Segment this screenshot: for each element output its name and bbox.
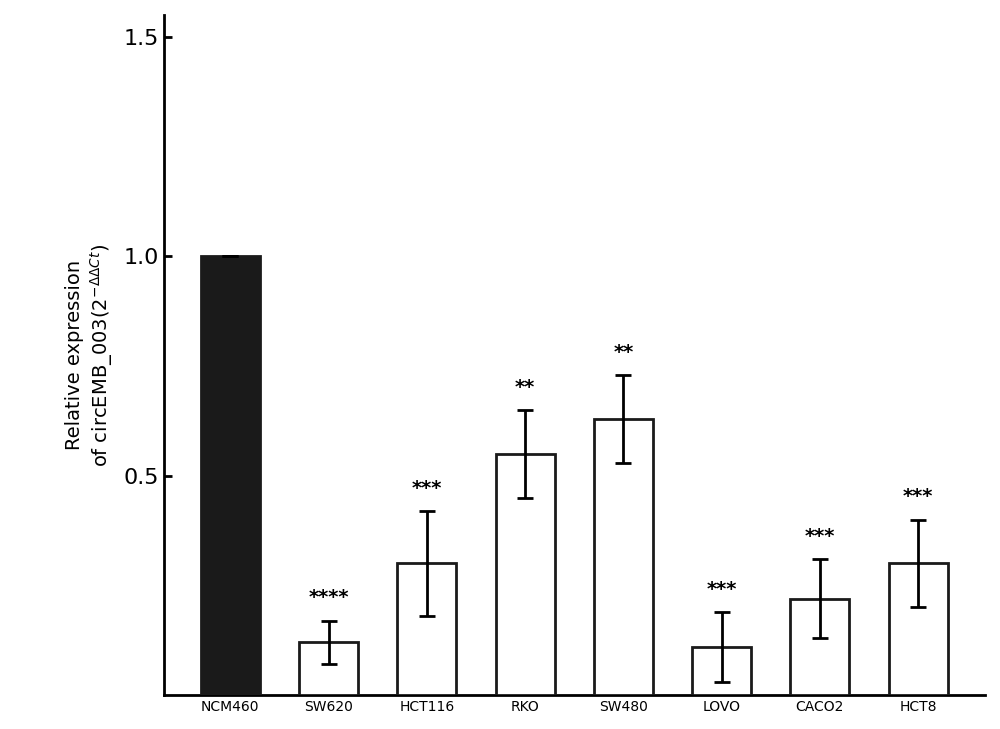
Bar: [201, 257, 260, 695]
Text: ***: ***: [412, 479, 442, 498]
Text: **: **: [515, 378, 535, 397]
Text: ****: ****: [308, 588, 349, 607]
Text: ***: ***: [903, 488, 933, 507]
Bar: [692, 647, 751, 695]
Text: **: **: [613, 343, 634, 362]
Bar: [790, 599, 849, 695]
Bar: [299, 642, 358, 695]
Bar: [594, 418, 653, 695]
Text: ***: ***: [805, 527, 835, 546]
Bar: [889, 564, 948, 695]
Y-axis label: Relative expression
of circEMB_003(2$^{-\Delta\Delta\mathit{Ct}}$): Relative expression of circEMB_003(2$^{-…: [65, 243, 115, 467]
Bar: [496, 453, 555, 695]
Bar: [397, 564, 456, 695]
Text: ***: ***: [706, 580, 737, 599]
